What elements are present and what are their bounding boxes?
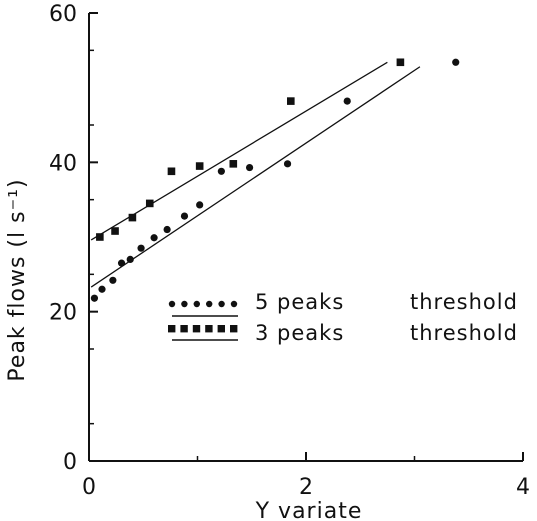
point-3-peaks	[96, 233, 104, 241]
x-tick-label: 4	[516, 475, 530, 500]
legend-marker-square	[230, 325, 238, 333]
point-5-peaks	[180, 212, 189, 220]
y-axis-title: Peak flows (l s⁻¹)	[5, 178, 30, 381]
legend-markers-circle	[168, 300, 238, 308]
point-5-peaks	[452, 58, 460, 66]
legend-marker-circle	[193, 300, 200, 308]
legend-entry-5-peaks: 5 peaks threshold	[168, 290, 518, 317]
point-3-peaks	[287, 97, 295, 105]
legend-marker-square	[205, 325, 213, 333]
point-5-peaks	[90, 294, 99, 302]
point-3-peaks	[167, 167, 176, 176]
y-tick-label: 20	[49, 301, 77, 326]
legend-marker-circle	[181, 300, 188, 308]
point-3-peaks	[145, 199, 154, 208]
point-5-peaks	[126, 255, 134, 263]
y-tick-label: 60	[49, 2, 77, 27]
point-5-peaks	[117, 259, 126, 267]
point-3-peaks	[396, 58, 405, 67]
y-tick-label: 0	[63, 450, 77, 475]
x-tick-label: 0	[82, 475, 96, 500]
point-5-peaks	[109, 276, 117, 284]
legend-markers-square	[168, 325, 238, 333]
point-5-peaks	[283, 160, 292, 168]
x-tick-label: 2	[299, 475, 313, 500]
point-5-peaks	[163, 225, 171, 234]
point-5-peaks	[150, 234, 158, 242]
legend: 5 peaks threshold 3 peaks threshold	[168, 290, 518, 345]
trend-line-3-peaks	[90, 61, 388, 241]
legend-marker-circle	[206, 300, 213, 308]
axis-ticks: 0 20 40 60 0 2 4	[49, 2, 530, 500]
point-5-peaks	[217, 167, 225, 175]
point-5-peaks	[343, 97, 351, 105]
point-5-peaks	[245, 163, 254, 172]
legend-marker-square	[168, 325, 176, 333]
point-5-peaks	[137, 244, 145, 252]
legend-marker-square	[192, 325, 201, 333]
legend-marker-circle	[168, 300, 176, 308]
legend-label-3-peaks: 3 peaks	[255, 321, 344, 345]
legend-marker-square	[180, 325, 188, 333]
legend-marker-circle	[230, 300, 238, 308]
legend-entry-3-peaks: 3 peaks threshold	[168, 321, 518, 345]
axes: 0 20 40 60 0 2 4	[49, 2, 530, 500]
point-5-peaks	[98, 285, 106, 293]
point-5-peaks	[196, 201, 204, 209]
legend-label-5-peaks: 5 peaks	[255, 290, 344, 314]
trend-line-5-peaks	[90, 66, 421, 288]
point-3-peaks	[229, 160, 238, 168]
y-tick-label: 40	[49, 151, 77, 176]
data-points	[90, 58, 460, 302]
legend-suffix-3-peaks: threshold	[410, 321, 518, 345]
point-3-peaks	[128, 213, 137, 222]
trend-lines	[90, 61, 421, 288]
legend-marker-square	[217, 325, 225, 333]
x-axis-title: Y variate	[255, 499, 363, 521]
legend-suffix-5-peaks: threshold	[410, 290, 518, 314]
point-3-peaks	[111, 227, 119, 235]
legend-marker-circle	[218, 300, 225, 308]
point-3-peaks	[195, 162, 204, 170]
